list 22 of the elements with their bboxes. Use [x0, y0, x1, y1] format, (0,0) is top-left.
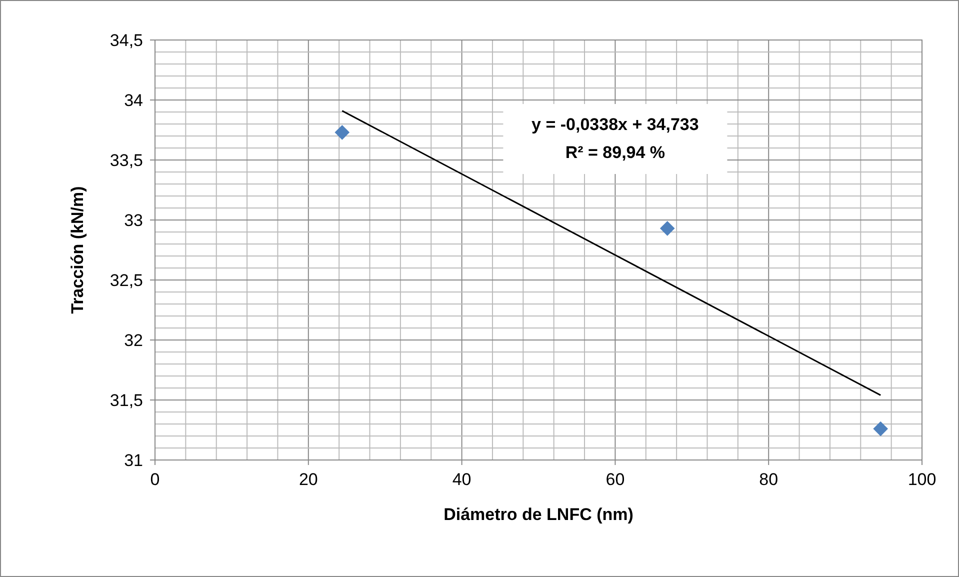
- x-tick-label: 0: [150, 470, 160, 489]
- x-tick-label: 60: [606, 470, 625, 489]
- y-tick-label: 34,5: [110, 30, 143, 50]
- x-tick-label: 20: [298, 470, 318, 489]
- equation-box: y = -0,0338x + 34,733 R² = 89,94 %: [503, 104, 728, 174]
- x-tick-label: 40: [452, 470, 472, 489]
- x-axis-title: Diámetro de LNFC (nm): [444, 505, 634, 524]
- point: [660, 220, 675, 236]
- point: [334, 124, 350, 140]
- point: [873, 421, 888, 436]
- y-tick-label: 32,5: [110, 270, 143, 290]
- y-tick-label: 34: [124, 90, 143, 110]
- y-tick-label: 33,5: [110, 150, 143, 170]
- y-tick-label: 31: [124, 450, 143, 470]
- y-tick-label: 31,5: [110, 390, 143, 410]
- y-tick-label: 33: [124, 210, 143, 230]
- y-tick-label: 32: [124, 330, 143, 350]
- y-axis-title: Tracción (kN/m): [68, 186, 87, 314]
- annotation: y = -0,0338x + 34,733: [532, 115, 699, 134]
- x-tick-label: 80: [759, 470, 778, 489]
- x-tick-label: 100: [908, 470, 936, 489]
- annotation: R² = 89,94 %: [565, 143, 666, 162]
